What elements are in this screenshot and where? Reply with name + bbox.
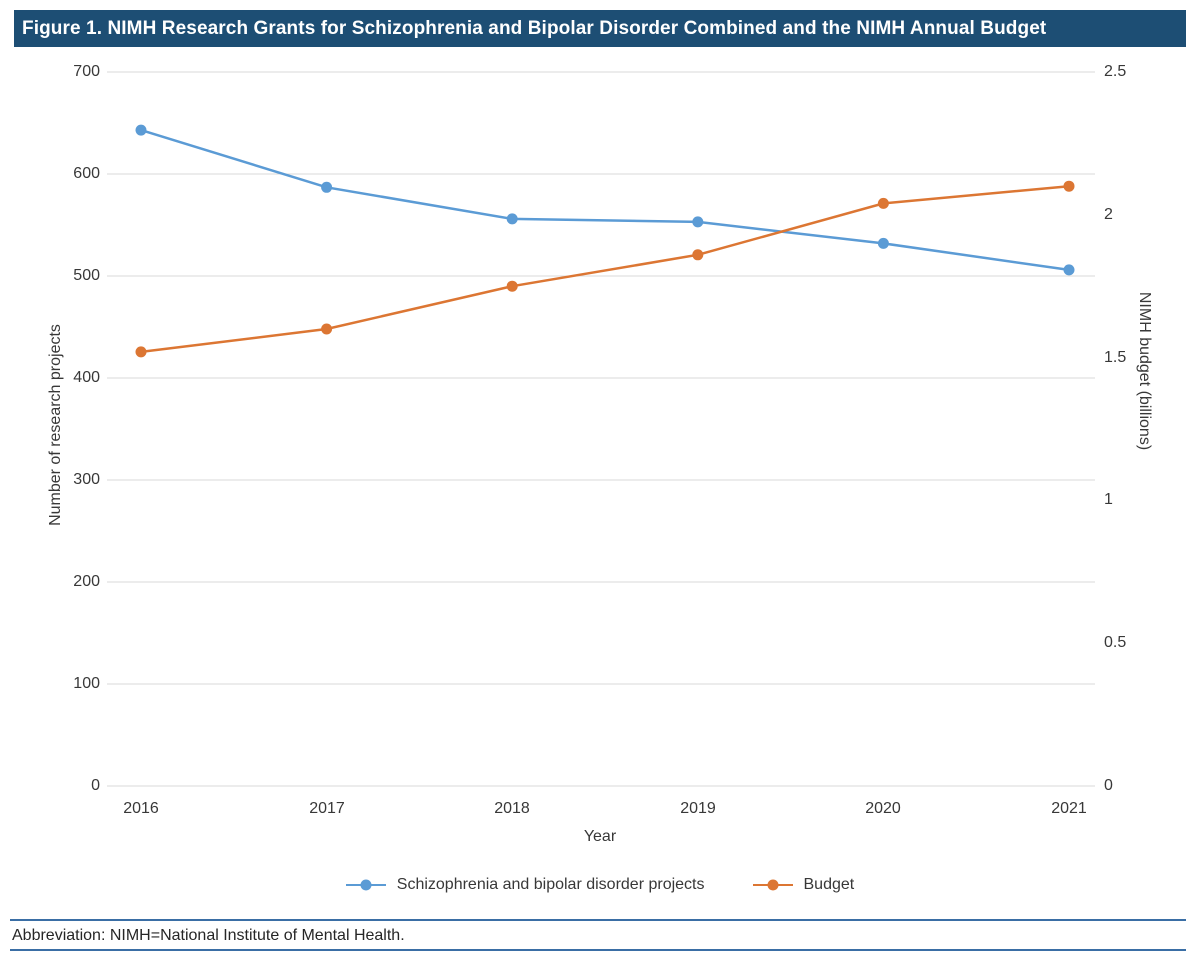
right-axis-tick: 1 (1104, 491, 1113, 508)
right-axis-tick: 2.5 (1104, 63, 1127, 80)
right-axis-title: NIMH budget (billions) (1136, 291, 1153, 451)
left-axis-tick: 600 (73, 165, 100, 182)
x-axis-tick: 2017 (309, 800, 345, 817)
x-axis-tick: 2021 (1051, 800, 1087, 817)
data-point-right-2017 (321, 323, 333, 335)
left-axis-tick: 700 (73, 63, 100, 80)
right-axis-tick: 0.5 (1104, 634, 1127, 651)
figure-title-bar: Figure 1. NIMH Research Grants for Schiz… (14, 10, 1186, 47)
x-axis-tick: 2016 (123, 800, 159, 817)
legend-label-budget: Budget (803, 876, 855, 893)
x-axis-tick: 2018 (494, 800, 530, 817)
data-point-left-2016 (135, 124, 147, 136)
projects-series-marker-icon (345, 879, 386, 891)
right-axis-tick: 1.5 (1104, 349, 1127, 366)
left-axis-tick: 0 (91, 777, 100, 794)
figure-title: Figure 1. NIMH Research Grants for Schiz… (22, 17, 1047, 39)
legend-label-projects: Schizophrenia and bipolar disorder proje… (396, 876, 705, 893)
left-axis-title: Number of research projects (47, 324, 64, 526)
data-point-left-2017 (321, 181, 333, 193)
x-axis-tick: 2020 (865, 800, 901, 817)
legend: Schizophrenia and bipolar disorder proje… (0, 876, 1200, 894)
divider-top (10, 919, 1186, 921)
right-axis-tick: 0 (1104, 777, 1113, 794)
data-point-right-2019 (692, 249, 704, 261)
data-point-left-2021 (1063, 264, 1075, 276)
data-point-left-2018 (506, 213, 518, 225)
left-axis-tick: 300 (73, 471, 100, 488)
budget-series-marker-icon (752, 879, 793, 891)
legend-item-budget: Budget (752, 876, 855, 894)
x-axis-tick: 2019 (680, 800, 716, 817)
left-axis-tick: 200 (73, 573, 100, 590)
right-axis-tick: 2 (1104, 206, 1113, 223)
data-point-right-2021 (1063, 180, 1075, 192)
series-line-left (140, 128, 1070, 272)
data-point-left-2020 (877, 237, 889, 249)
data-point-right-2018 (506, 280, 518, 292)
data-point-right-2016 (135, 346, 147, 358)
abbreviation-footnote: Abbreviation: NIMH=National Institute of… (12, 927, 405, 944)
x-axis-title: Year (583, 828, 617, 845)
left-axis-tick: 400 (73, 369, 100, 386)
left-axis-tick: 500 (73, 267, 100, 284)
data-point-right-2020 (877, 197, 889, 209)
series-line-right (140, 184, 1070, 354)
legend-item-projects: Schizophrenia and bipolar disorder proje… (345, 876, 705, 894)
left-axis-tick: 100 (73, 675, 100, 692)
divider-bottom (10, 949, 1186, 951)
data-point-left-2019 (692, 216, 704, 228)
